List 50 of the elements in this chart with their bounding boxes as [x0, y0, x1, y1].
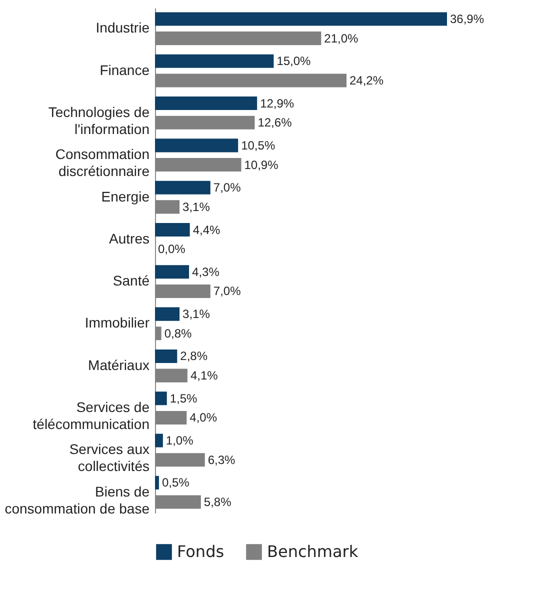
data-label: 21,0% — [324, 31, 359, 46]
bar — [155, 265, 190, 279]
data-label: 7,0% — [213, 284, 242, 298]
y-tick-label: Santé — [112, 272, 150, 289]
bar — [155, 392, 167, 406]
data-label: 24,2% — [350, 73, 384, 88]
y-tick-label: Industrie — [96, 20, 150, 36]
bar — [155, 96, 258, 110]
bar — [155, 349, 178, 363]
data-label: 12,6% — [258, 116, 292, 130]
bar — [155, 307, 180, 321]
data-label: 1,5% — [170, 391, 198, 406]
data-label: 6,3% — [208, 452, 236, 467]
data-label: 5,8% — [204, 495, 232, 510]
data-label: 0,0% — [158, 242, 186, 256]
y-tick-label: Technologies de l'information — [48, 104, 150, 137]
bar — [155, 434, 163, 448]
data-label: 15,0% — [276, 54, 312, 68]
data-label: 12,9% — [260, 96, 294, 110]
bar — [155, 138, 238, 152]
y-tick-label: Services de télécommunication — [32, 399, 150, 432]
legend-label: Benchmark — [267, 542, 359, 561]
y-tick-label: Biens de consommation de base — [4, 483, 150, 516]
y-tick-label: Services aux collectivités — [69, 441, 150, 474]
legend-label: Fonds — [177, 542, 224, 561]
bar — [155, 54, 274, 68]
bar — [155, 180, 210, 194]
data-label: 4,4% — [192, 222, 220, 237]
data-label: 4,3% — [192, 264, 220, 279]
data-label: 1,0% — [166, 434, 194, 448]
y-tick-label: Autres — [109, 230, 150, 246]
data-label: 0,5% — [162, 476, 190, 490]
y-tick-label: Immobilier — [84, 314, 150, 331]
data-label: 4,0% — [190, 410, 218, 425]
bar — [155, 222, 190, 237]
data-label: 3,1% — [182, 307, 210, 322]
data-label: 10,5% — [241, 138, 276, 152]
data-label: 3,1% — [182, 200, 210, 214]
y-tick-label: Finance — [100, 62, 150, 78]
data-label: 4,1% — [190, 368, 218, 383]
y-tick-label: Energie — [101, 188, 150, 204]
y-tick-label: Matériaux — [88, 356, 150, 373]
data-label: 2,8% — [180, 349, 208, 364]
data-label: 10,9% — [244, 158, 279, 172]
data-label: 7,0% — [213, 180, 242, 195]
data-label: 36,9% — [450, 12, 484, 26]
bar — [155, 12, 447, 26]
bar — [155, 476, 159, 490]
data-label: 0,8% — [164, 326, 192, 340]
y-tick-label: Consommation discrétionnaire — [55, 146, 150, 180]
